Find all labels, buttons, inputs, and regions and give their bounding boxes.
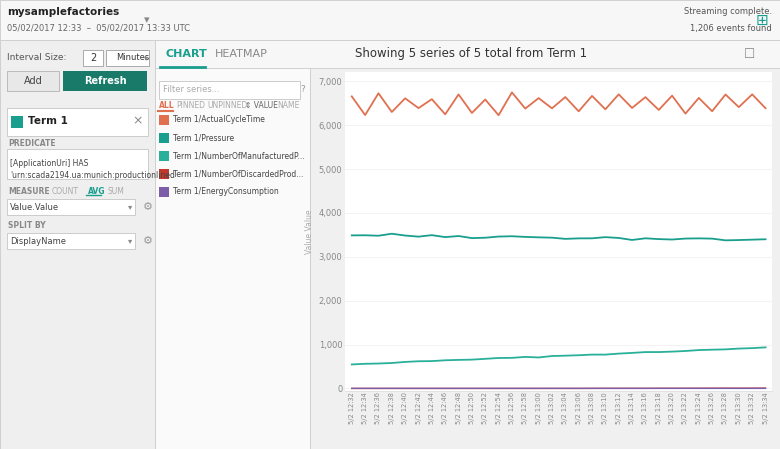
FancyBboxPatch shape [7, 233, 135, 249]
FancyBboxPatch shape [7, 149, 148, 179]
FancyBboxPatch shape [63, 71, 147, 91]
Text: Minutes: Minutes [116, 53, 149, 62]
Text: Term 1/ActualCycleTime: Term 1/ActualCycleTime [173, 115, 265, 124]
Y-axis label: Value Value: Value Value [306, 209, 314, 254]
FancyBboxPatch shape [0, 0, 780, 40]
Text: Term 1/Pressure: Term 1/Pressure [173, 133, 234, 142]
FancyBboxPatch shape [7, 199, 135, 215]
FancyBboxPatch shape [159, 151, 169, 161]
Text: ▾: ▾ [144, 53, 148, 62]
FancyBboxPatch shape [106, 50, 149, 66]
Text: [ApplicationUri] HAS: [ApplicationUri] HAS [10, 159, 88, 168]
Text: COUNT: COUNT [52, 186, 79, 195]
Text: ▾: ▾ [128, 237, 132, 246]
Text: ?: ? [300, 85, 306, 94]
Text: 2: 2 [90, 53, 96, 63]
Text: Term 1/NumberOfManufacturedP...: Term 1/NumberOfManufacturedP... [173, 151, 305, 160]
FancyBboxPatch shape [83, 50, 103, 66]
Text: AVG: AVG [88, 186, 105, 195]
Text: Showing 5 series of 5 total from Term 1: Showing 5 series of 5 total from Term 1 [355, 48, 587, 61]
Text: ⇕ VALUE: ⇕ VALUE [245, 101, 278, 110]
Text: SUM: SUM [108, 186, 125, 195]
FancyBboxPatch shape [155, 40, 310, 449]
Text: mysamplefactories: mysamplefactories [7, 7, 119, 17]
Text: PREDICATE: PREDICATE [8, 140, 55, 149]
Text: ⚙: ⚙ [143, 202, 153, 212]
Text: NAME: NAME [277, 101, 300, 110]
Text: Streaming complete.: Streaming complete. [684, 8, 772, 17]
FancyBboxPatch shape [7, 108, 148, 136]
Text: Value.Value: Value.Value [10, 202, 59, 211]
FancyBboxPatch shape [159, 81, 300, 99]
Text: HEATMAP: HEATMAP [215, 49, 268, 59]
FancyBboxPatch shape [7, 71, 59, 91]
Text: ☐: ☐ [744, 48, 756, 61]
Text: MEASURE: MEASURE [8, 186, 50, 195]
Text: Add: Add [23, 76, 42, 86]
FancyBboxPatch shape [155, 40, 780, 68]
Text: Filter series...: Filter series... [163, 85, 220, 94]
Text: DisplayName: DisplayName [10, 237, 66, 246]
Text: ×: × [133, 114, 143, 128]
Text: SPLIT BY: SPLIT BY [8, 220, 45, 229]
Text: Term 1: Term 1 [28, 116, 68, 126]
Text: ▾: ▾ [128, 202, 132, 211]
FancyBboxPatch shape [159, 169, 169, 179]
FancyBboxPatch shape [11, 116, 23, 128]
FancyBboxPatch shape [159, 115, 169, 125]
Text: 05/02/2017 12:33  –  05/02/2017 13:33 UTC: 05/02/2017 12:33 – 05/02/2017 13:33 UTC [7, 23, 190, 32]
Text: 1,206 events found: 1,206 events found [690, 23, 772, 32]
Text: ⚙: ⚙ [143, 236, 153, 246]
Text: ALL: ALL [159, 101, 175, 110]
FancyBboxPatch shape [159, 133, 169, 143]
Text: Term 1/NumberOfDiscardedProd...: Term 1/NumberOfDiscardedProd... [173, 170, 303, 179]
Text: ⊞: ⊞ [756, 13, 768, 27]
Text: Interval Size:: Interval Size: [7, 53, 66, 62]
FancyBboxPatch shape [159, 187, 169, 197]
Text: 'urn:scada2194.ua:munich:productionlined: 'urn:scada2194.ua:munich:productionlined [10, 172, 175, 180]
Text: Refresh: Refresh [83, 76, 126, 86]
Text: Term 1/EnergyConsumption: Term 1/EnergyConsumption [173, 188, 278, 197]
Text: ▾: ▾ [144, 15, 150, 25]
FancyBboxPatch shape [0, 40, 155, 449]
Text: PINNED: PINNED [176, 101, 205, 110]
Text: UNPINNED: UNPINNED [207, 101, 247, 110]
Text: CHART: CHART [165, 49, 207, 59]
